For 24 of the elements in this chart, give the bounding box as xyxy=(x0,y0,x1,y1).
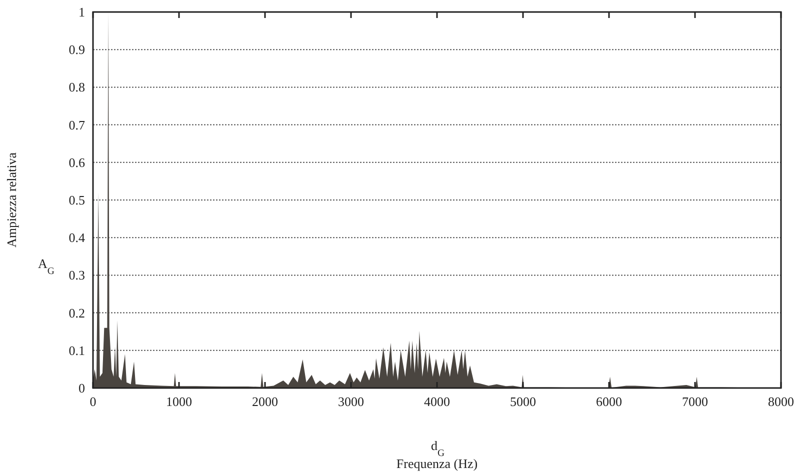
x-tick-label: 6000 xyxy=(596,394,622,409)
text: A$_{G}$ xyxy=(38,256,54,276)
x-tick-label: 7000 xyxy=(682,394,708,409)
y-tick-label: 0.6 xyxy=(68,154,86,170)
x-tick-label: 4000 xyxy=(424,394,450,409)
x-axis-title: Frequenza (Hz) xyxy=(396,456,478,471)
y-tick-label: 0.5 xyxy=(68,192,85,208)
x-tick-label: 3000 xyxy=(338,394,364,409)
y-axis-title: Ampiezza relativa xyxy=(4,152,19,248)
y-tick-label: 1 xyxy=(78,4,85,20)
y-tick-label: 0.9 xyxy=(68,42,85,58)
text: d$_{G}$ xyxy=(431,438,445,458)
y-tick-label: 0.7 xyxy=(68,117,86,132)
y-tick-label: 0.2 xyxy=(68,305,85,320)
x-tick-label: 1000 xyxy=(166,394,192,409)
y-tick-label: 0.4 xyxy=(68,230,86,246)
x-tick-label: 8000 xyxy=(768,394,794,409)
y-tick-label: 0 xyxy=(78,380,85,396)
y-tick-label: 0.8 xyxy=(68,80,85,95)
x-tick-label: 0 xyxy=(90,394,96,409)
x-tick-label: 5000 xyxy=(510,394,536,409)
x-tick-label: 2000 xyxy=(252,394,278,409)
y-tick-label: 0.1 xyxy=(68,342,85,358)
y-tick-label: 0.3 xyxy=(68,268,85,283)
